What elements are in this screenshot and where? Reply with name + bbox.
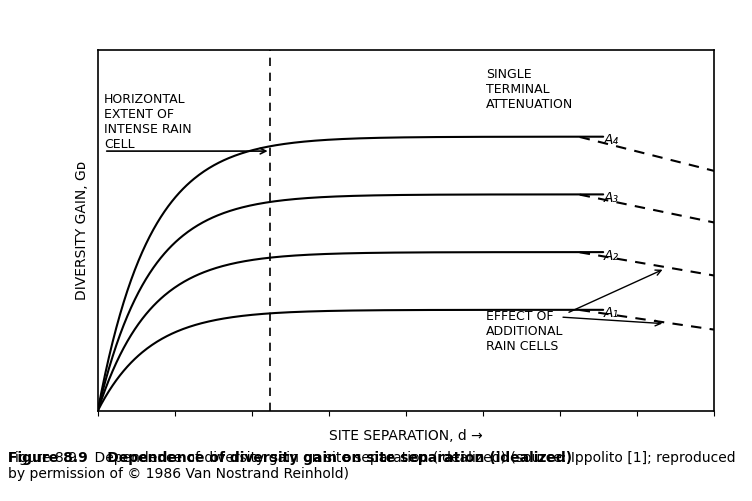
Y-axis label: DIVERSITY GAIN, Gᴅ: DIVERSITY GAIN, Gᴅ <box>75 161 89 300</box>
Text: HORIZONTAL
EXTENT OF
INTENSE RAIN
CELL: HORIZONTAL EXTENT OF INTENSE RAIN CELL <box>104 93 192 151</box>
Text: A₃: A₃ <box>603 191 619 205</box>
Text: Figure 8.9    Dependence of diversity gain on site separation (idealized): Figure 8.9 Dependence of diversity gain … <box>8 451 577 465</box>
Text: SINGLE
TERMINAL
ATTENUATION: SINGLE TERMINAL ATTENUATION <box>487 68 574 111</box>
Text: A₂: A₂ <box>603 248 619 263</box>
Text: A₁: A₁ <box>603 307 619 321</box>
Text: Figure 8.9    Dependence of diversity gain on site separation (idealized) (sourc: Figure 8.9 Dependence of diversity gain … <box>8 451 735 481</box>
Text: EFFECT OF
ADDITIONAL
RAIN CELLS: EFFECT OF ADDITIONAL RAIN CELLS <box>487 310 564 353</box>
X-axis label: SITE SEPARATION, d →: SITE SEPARATION, d → <box>329 429 483 443</box>
Text: A₄: A₄ <box>603 133 619 147</box>
